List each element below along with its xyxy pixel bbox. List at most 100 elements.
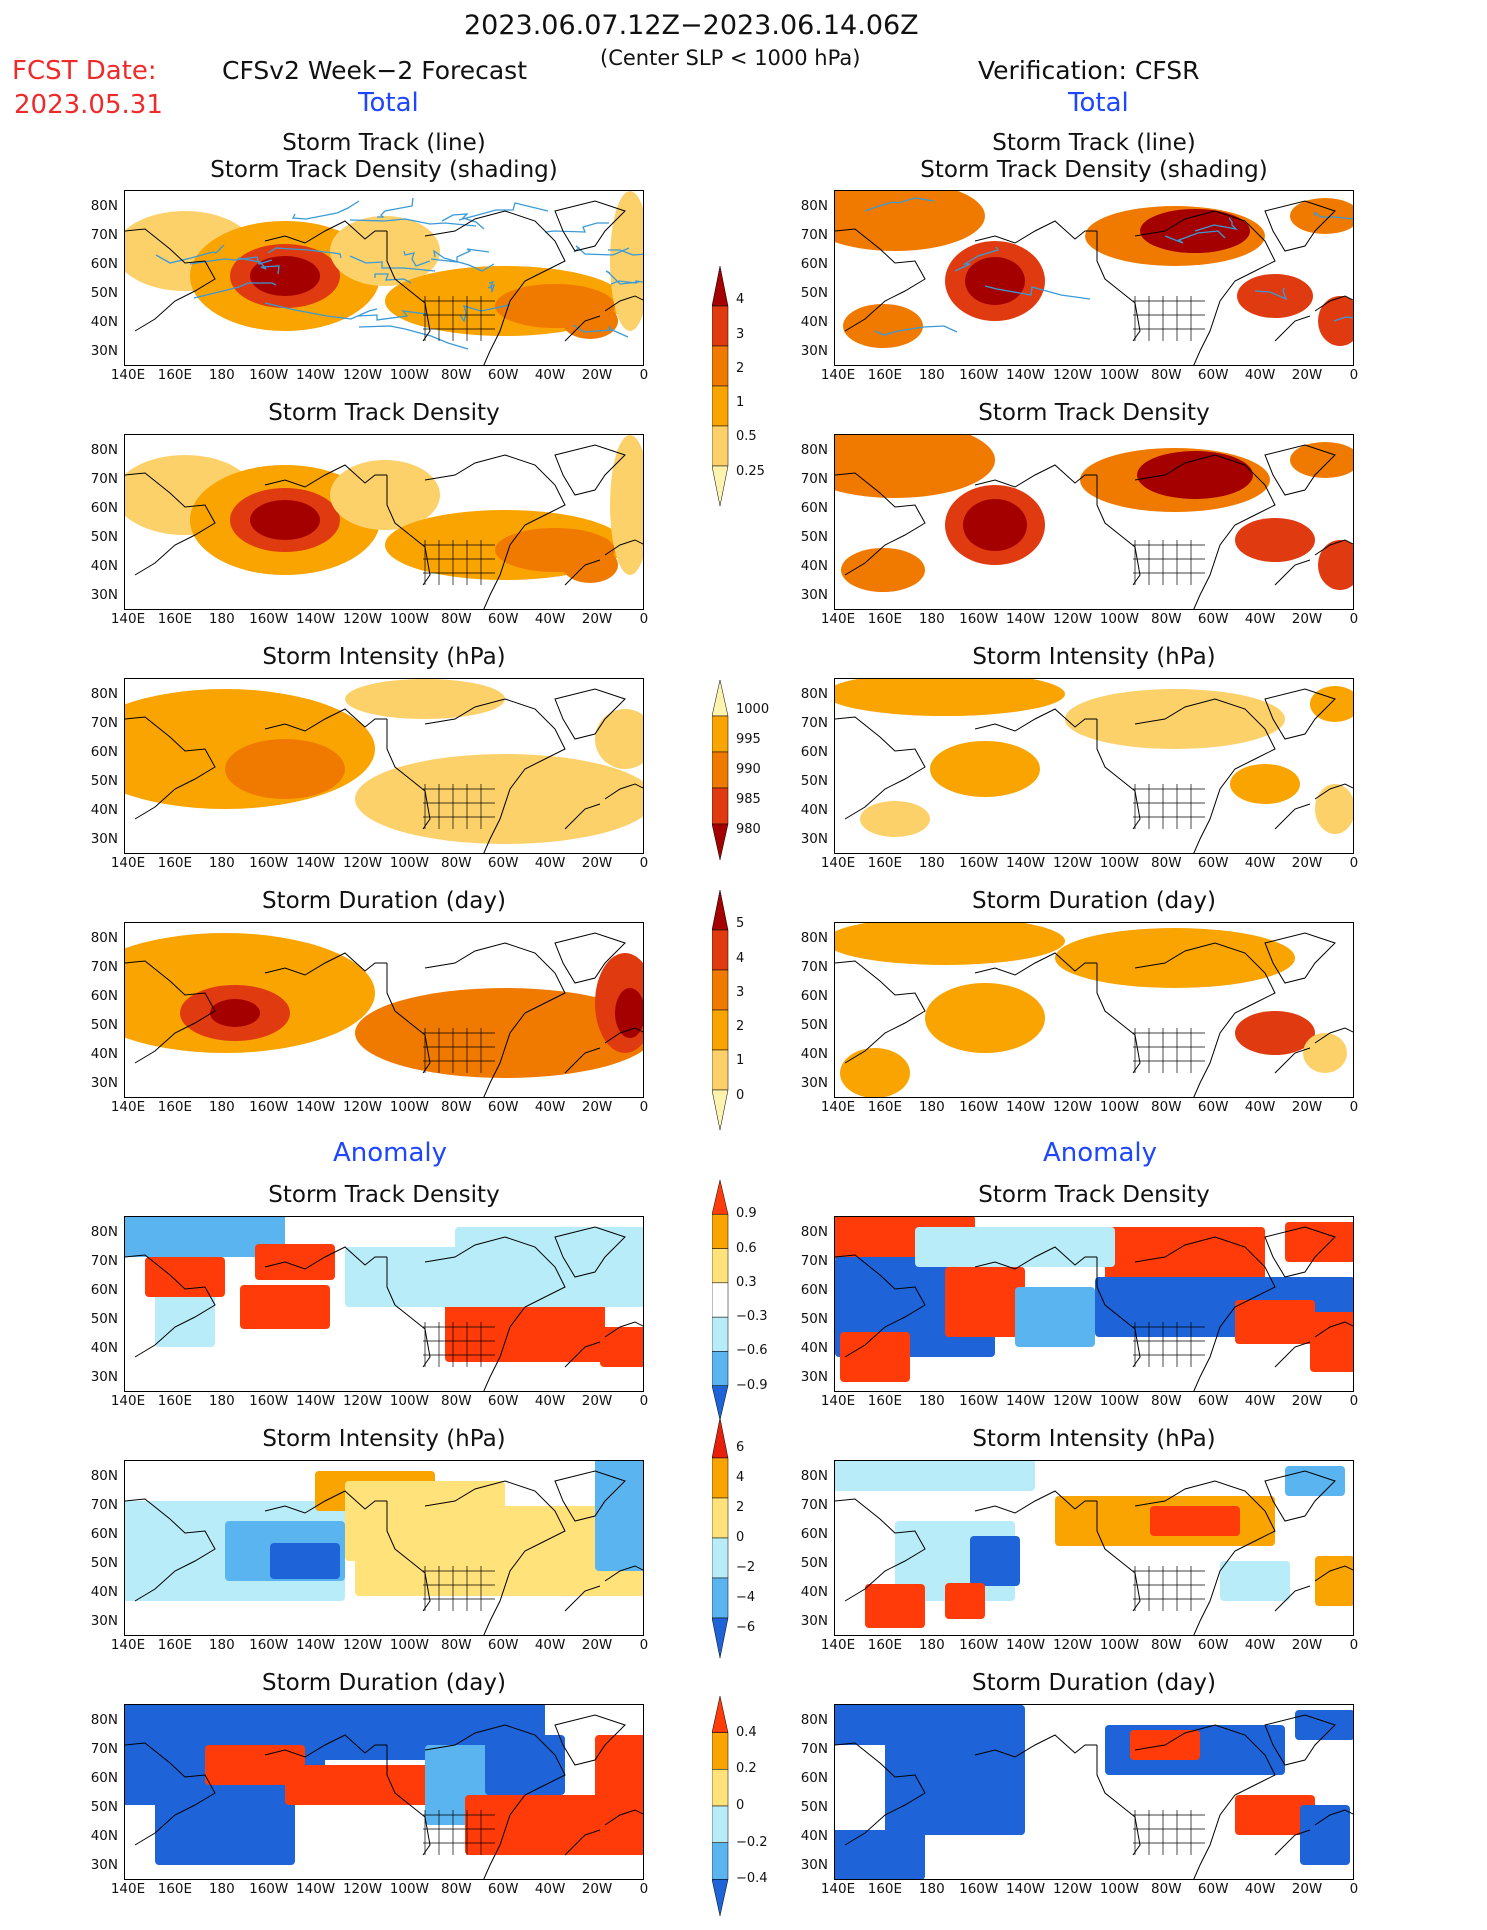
colorbar-swatch	[711, 1009, 729, 1051]
colorbar-swatch	[711, 1805, 729, 1843]
anomaly-cell	[1295, 1710, 1353, 1740]
shading-cell	[843, 304, 923, 348]
shading-cell	[1235, 1011, 1315, 1055]
lon-label: 40W	[1244, 855, 1276, 871]
anomaly-cell	[1235, 1795, 1315, 1835]
lon-label: 140E	[110, 611, 146, 627]
lat-label: 70N	[90, 227, 118, 243]
colorbar-label: −0.4	[736, 1871, 768, 1887]
panel-title: Storm Intensity (hPa)	[262, 1426, 506, 1452]
shading-cell	[615, 988, 643, 1038]
storm-track-line	[358, 325, 469, 350]
coastline	[564, 1341, 601, 1368]
lon-label: 140E	[820, 1099, 856, 1115]
lat-label: 60N	[90, 1526, 118, 1542]
colorbar-swatch	[711, 1879, 729, 1917]
map-shading-svg	[835, 923, 1353, 1097]
lat-label: 40N	[90, 1828, 118, 1844]
shading-cell	[1290, 442, 1353, 478]
lat-label: 60N	[800, 500, 828, 516]
colorbar-label: 5	[736, 916, 745, 932]
coastline	[1274, 1829, 1311, 1856]
storm-track-line	[441, 213, 485, 230]
lon-label: 160W	[959, 611, 999, 627]
storm-track-line	[984, 285, 1091, 300]
lon-label: 40W	[1244, 1099, 1276, 1115]
anomaly-cell	[595, 1735, 643, 1855]
anomaly-cell	[345, 1481, 505, 1561]
coastline	[1096, 963, 1141, 1074]
coastline	[1096, 1501, 1141, 1612]
lat-label: 70N	[800, 471, 828, 487]
coastline	[1096, 1745, 1141, 1856]
coastline	[1134, 942, 1276, 1097]
lon-label: 40W	[534, 1099, 566, 1115]
coastline	[1314, 1809, 1353, 1826]
lat-label: 30N	[90, 1369, 118, 1385]
lon-label: 120W	[342, 1393, 383, 1409]
lat-label: 80N	[800, 1712, 828, 1728]
lon-label: 160W	[249, 1637, 289, 1653]
colorbar-swatch	[711, 1179, 729, 1215]
lat-label: 40N	[800, 1828, 828, 1844]
storm-track-line	[572, 324, 629, 338]
map-shading-svg	[835, 679, 1353, 853]
lat-label: 70N	[90, 959, 118, 975]
coastline	[554, 200, 626, 252]
lon-label: 140E	[820, 1393, 856, 1409]
colorbar-label: 995	[736, 732, 761, 747]
lon-label: 20W	[1291, 367, 1323, 383]
coastline	[1096, 719, 1141, 830]
lon-label: 120W	[342, 367, 383, 383]
lat-label: 70N	[800, 227, 828, 243]
lon-label: 140E	[820, 1637, 856, 1653]
panel-title: Storm Track Density	[978, 1182, 1210, 1208]
anomaly-cell	[915, 1227, 1115, 1267]
panel-title: Storm Duration (day)	[972, 1670, 1216, 1696]
coastline	[125, 716, 216, 820]
anomaly-cell	[1235, 1300, 1315, 1344]
lon-label: 160W	[959, 1881, 999, 1897]
colorbar-swatch	[711, 1457, 729, 1499]
shading-cell	[355, 988, 643, 1078]
lon-label: 60W	[487, 1099, 519, 1115]
anomaly-cell	[1285, 1466, 1345, 1496]
lon-label: 40W	[1244, 1637, 1276, 1653]
colorbar-swatch	[711, 385, 729, 427]
coastline	[974, 708, 1097, 732]
lat-label: 70N	[800, 1253, 828, 1269]
map-shading-svg	[125, 679, 643, 853]
anomaly-cell	[835, 1461, 1035, 1491]
coastline	[1264, 932, 1336, 984]
anomaly-density-map-forecast	[124, 1216, 644, 1392]
coastline	[1274, 1585, 1311, 1612]
coastline	[835, 228, 926, 332]
lon-label: 100W	[1099, 855, 1139, 871]
coastline	[835, 716, 926, 820]
coastline	[974, 1490, 1097, 1514]
lon-label: 180	[918, 1881, 945, 1897]
lon-label: 140W	[1006, 611, 1046, 627]
lon-label: 100W	[389, 1881, 429, 1897]
lon-label: 60W	[1197, 367, 1229, 383]
lon-label: 160E	[867, 855, 903, 871]
lon-label: 160E	[867, 1393, 903, 1409]
lat-label: 80N	[90, 686, 118, 702]
storm-track-line	[349, 255, 436, 272]
lon-label: 80W	[1151, 855, 1182, 871]
lon-label: 140E	[820, 855, 856, 871]
shading-cell	[1137, 451, 1253, 499]
coastline	[264, 708, 387, 732]
storm-track-line	[487, 280, 496, 293]
coastline	[974, 952, 1097, 976]
coastline	[1096, 1257, 1141, 1368]
lon-label: 160E	[867, 1637, 903, 1653]
colorbar-label: −0.9	[736, 1377, 768, 1393]
coastline	[554, 688, 626, 740]
colorbar-swatch	[711, 305, 729, 347]
colorbar-swatch	[711, 1417, 729, 1459]
lon-label: 140E	[110, 1099, 146, 1115]
storm-track-line	[357, 310, 428, 321]
lon-label: 180	[918, 855, 945, 871]
shading-cell	[355, 754, 643, 844]
